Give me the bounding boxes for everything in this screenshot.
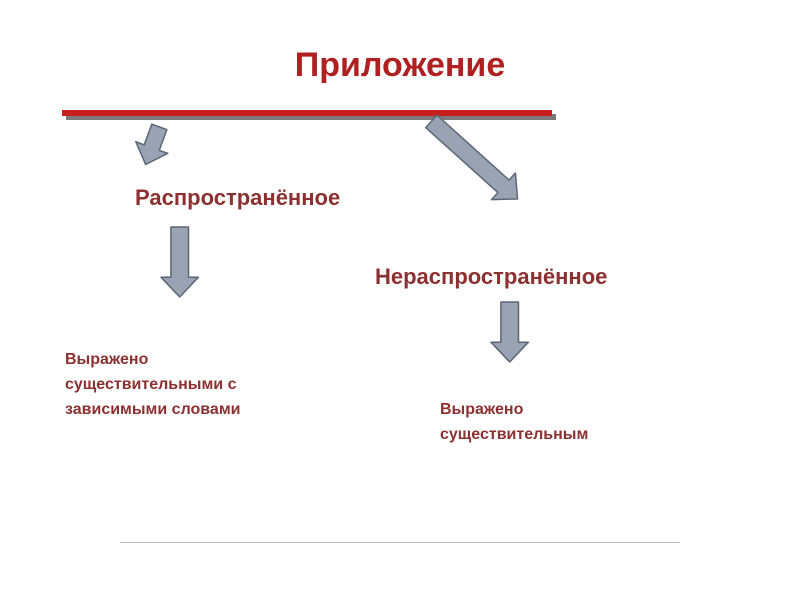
desc-line: существительными с [65,373,240,398]
desc-line: Выражено [440,398,588,423]
node-left-desc: Выраженосуществительными сзависимыми сло… [65,348,240,422]
desc-line: зависимыми словами [65,398,240,423]
desc-line: существительным [440,423,588,448]
canvas [0,0,800,600]
arrow-a3 [157,225,202,309]
rule-red [62,110,552,116]
arrow-a4 [487,300,532,374]
node-right-label: Нераспространённое [375,264,607,290]
desc-line: Выражено [65,348,240,373]
page-title: Приложение [0,46,800,85]
node-right-desc: Выраженосуществительным [440,398,588,448]
node-left-label: Распространённое [135,185,340,211]
footer-line [120,542,680,543]
